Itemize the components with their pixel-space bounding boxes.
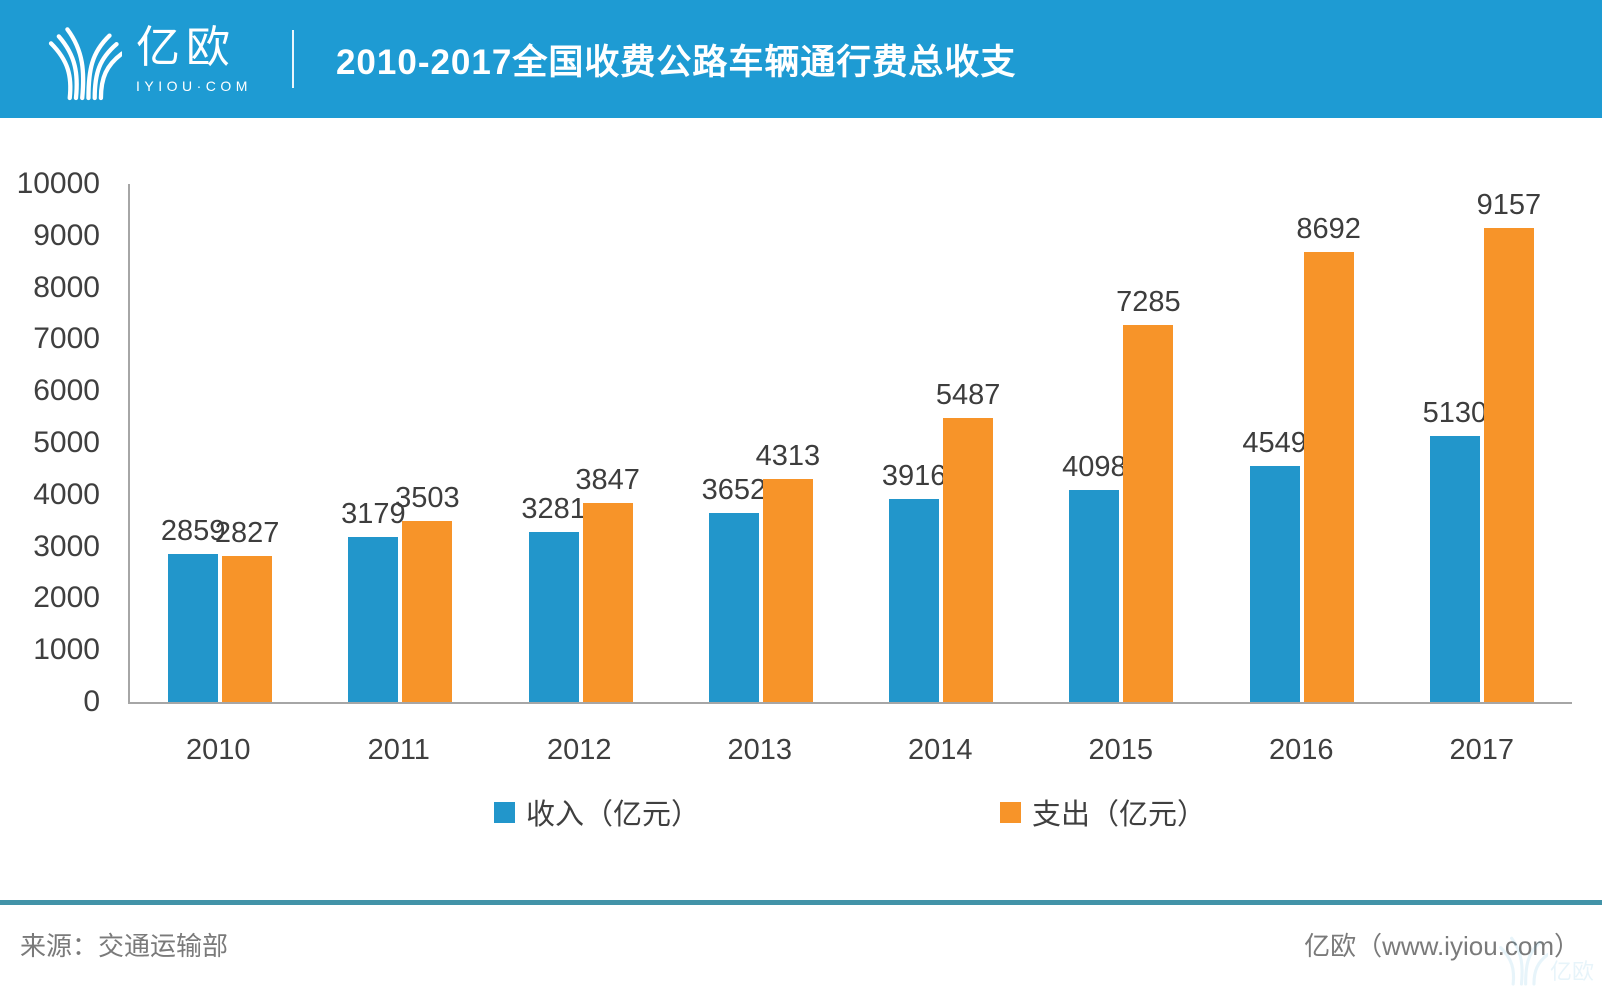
bar-value-label: 4549 <box>1242 427 1307 460</box>
brand-domain: IYIOU·COM <box>136 77 252 94</box>
y-tick-label: 9000 <box>33 218 100 252</box>
y-tick-label: 5000 <box>33 426 100 459</box>
y-tick-label: 2000 <box>33 581 100 615</box>
legend-swatch-icon <box>1000 801 1021 823</box>
bar-group-2014: 3916 5487 <box>851 184 1031 702</box>
x-axis-labels: 2010 2011 2012 2013 2014 2015 2016 2017 <box>128 704 1572 767</box>
bar-value-label: 5130 <box>1422 397 1488 430</box>
brand-name: 亿欧 <box>136 22 236 72</box>
legend-item-income: 收入（亿元） <box>493 791 700 833</box>
bar-value-label: 9157 <box>1476 188 1542 221</box>
footer-brand-label: 亿欧（www.iyiou.com） <box>1304 930 1580 961</box>
bar-group-2016: 4549 8692 <box>1212 184 1392 702</box>
bar-group-2011: 3179 3503 <box>310 184 490 702</box>
bar-group-2015: 4098 7285 <box>1031 184 1211 702</box>
bar-value-label: 7285 <box>1116 285 1181 318</box>
x-axis-label-2016: 2016 <box>1268 734 1334 766</box>
y-tick-label: 1000 <box>33 633 100 667</box>
bar-value-label: 4313 <box>755 439 821 472</box>
bar-group-2013: 3652 4313 <box>671 184 851 702</box>
chart-title: 2010-2017全国收费公路车辆通行费总收支 <box>335 42 1017 82</box>
y-tick-label: 8000 <box>33 270 100 304</box>
bar-value-label: 3281 <box>521 493 586 526</box>
bar-expense-2010: 2827 <box>215 518 279 702</box>
iyiou-logo-icon <box>48 27 122 101</box>
bar-income-2010: 2859 <box>161 516 225 702</box>
watermark-logo: 亿欧 <box>1496 930 1594 986</box>
bar-expense-2013: 4313 <box>756 441 820 702</box>
bar-expense-2015: 7285 <box>1116 287 1181 702</box>
watermark-text: 亿欧 <box>1549 959 1594 984</box>
brand-text: 亿欧 IYIOU·COM <box>136 22 252 94</box>
y-tick-label: 3000 <box>33 529 100 563</box>
y-tick-label: 7000 <box>33 322 100 356</box>
bar-value-label: 4098 <box>1062 450 1127 483</box>
x-axis-label-2017: 2017 <box>1449 734 1514 766</box>
legend-label: 收入（亿元） <box>525 799 700 831</box>
bar-income-2013: 3652 <box>702 475 766 702</box>
x-axis-label-2015: 2015 <box>1088 734 1153 766</box>
bar-expense-2014: 5487 <box>936 380 1000 702</box>
bar-income-2016: 4549 <box>1242 429 1307 702</box>
bar-group-2010: 2859 2827 <box>130 184 310 702</box>
legend: 收入（亿元） 支出（亿元） <box>128 791 1572 833</box>
y-tick-label: 10000 <box>16 167 100 200</box>
footer: 来源：交通运输部 亿欧（www.iyiou.com） 亿欧 <box>0 900 1602 988</box>
bar-income-2017: 5130 <box>1423 399 1487 702</box>
legend-item-expense: 支出（亿元） <box>1000 791 1206 833</box>
bar-value-label: 3503 <box>395 481 460 514</box>
x-axis-label-2014: 2014 <box>907 734 973 766</box>
watermark-icon <box>1499 936 1548 986</box>
bar-value-label: 5487 <box>935 378 1001 411</box>
y-tick-label: 0 <box>83 685 100 718</box>
x-axis-label-2011: 2011 <box>367 734 430 766</box>
bar-expense-2011: 3503 <box>395 483 460 702</box>
source-label: 来源：交通运输部 <box>20 930 229 961</box>
legend-label: 支出（亿元） <box>1032 799 1207 831</box>
y-tick-label: 6000 <box>33 374 100 408</box>
bar-value-label: 8692 <box>1296 212 1361 245</box>
bar-group-2012: 3281 3847 <box>491 184 671 702</box>
bar-value-label: 3916 <box>881 460 947 493</box>
x-axis-label-2013: 2013 <box>727 734 792 766</box>
y-tick-label: 4000 <box>33 477 100 511</box>
bar-value-label: 2859 <box>160 514 226 547</box>
bar-value-label: 2827 <box>214 516 280 549</box>
footer-divider-line <box>0 900 1602 905</box>
header-divider <box>291 30 294 88</box>
plot-area: 0 1000 2000 3000 4000 5000 6000 7000 8000 9000 100… <box>17 169 1572 717</box>
legend-swatch-icon <box>493 801 515 823</box>
bar-group-2017: 5130 9157 <box>1392 184 1572 702</box>
bar-income-2014: 3916 <box>882 462 946 702</box>
bar-value-label: 3179 <box>341 498 406 531</box>
bar-income-2015: 4098 <box>1062 452 1127 702</box>
x-axis-label-2012: 2012 <box>546 734 612 766</box>
chart-region: 0 1000 2000 3000 4000 5000 6000 7000 8000 9000 100… <box>17 169 1572 833</box>
bar-expense-2016: 8692 <box>1296 214 1361 702</box>
bar-expense-2012: 3847 <box>575 465 640 702</box>
bar-expense-2017: 9157 <box>1477 190 1541 702</box>
iyiou-logo: 亿欧 IYIOU·COM <box>44 17 252 101</box>
bar-value-label: 3652 <box>701 473 767 506</box>
x-axis-label-2010: 2010 <box>185 734 251 766</box>
header-bar: 亿欧 IYIOU·COM 2010-2017全国收费公路车辆通行费总收支 <box>0 0 1602 118</box>
bar-income-2012: 3281 <box>521 495 586 702</box>
bar-income-2011: 3179 <box>341 500 406 702</box>
bar-value-label: 3847 <box>575 463 640 496</box>
